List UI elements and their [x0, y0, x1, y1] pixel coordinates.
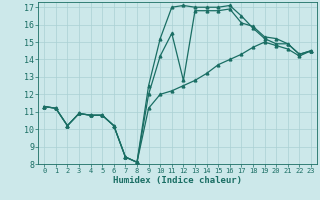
X-axis label: Humidex (Indice chaleur): Humidex (Indice chaleur) — [113, 176, 242, 185]
